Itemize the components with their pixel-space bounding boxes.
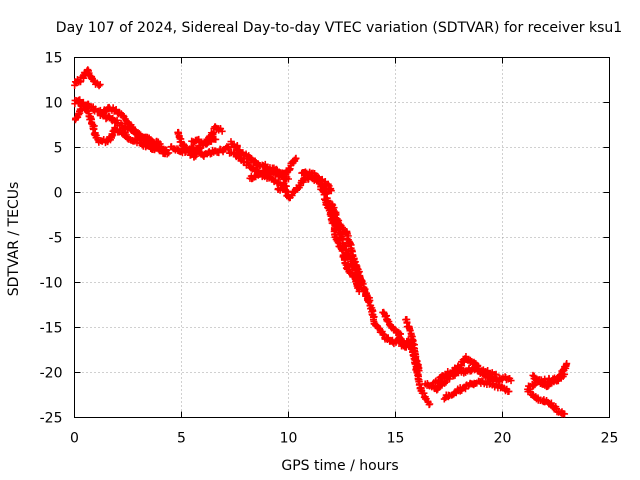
x-tick-labels: 0 5 10 15 20 25 [70,431,618,447]
data-point [529,371,537,379]
x-tick-label: 5 [177,431,186,447]
data-point [320,195,328,203]
chart-title: Day 107 of 2024, Sidereal Day-to-day VTE… [56,20,622,36]
x-tick-label: 25 [601,431,619,447]
x-axis-label: GPS time / hours [281,458,398,474]
y-tick-label: -15 [40,321,63,337]
data-point [338,247,346,255]
data-point [156,140,164,148]
y-tick-label: -25 [40,411,63,427]
data-point [233,143,241,151]
y-tick-label: 15 [45,51,63,67]
data-point [440,395,448,403]
data-point [335,217,343,225]
y-tick-label: 0 [54,186,63,202]
data-point [415,367,423,375]
data-point [563,360,571,367]
data-point [282,186,290,194]
x-tick-label: 0 [70,431,79,447]
x-tick-label: 10 [280,431,298,447]
data-point [561,370,569,378]
data-point [324,181,332,189]
x-tick-label: 20 [494,431,512,447]
y-tick-labels: 15 10 5 0 -5 -10 -15 -20 -25 [40,51,63,427]
data-point [426,400,434,408]
data-point [507,377,515,385]
data-point [285,175,292,183]
data-point [95,82,103,90]
data-point [329,219,337,227]
data-point [96,81,104,88]
data-point [409,340,417,348]
y-tick-label: -10 [40,276,63,292]
y-tick-label: -5 [49,231,63,247]
data-point [163,150,171,158]
axis-ticks [74,57,610,418]
data-points [71,66,571,418]
data-point [505,387,513,395]
y-tick-label: 5 [54,141,63,157]
data-point [332,210,340,218]
data-point [212,135,220,143]
y-axis-label: SDTVAR / TECUs [6,182,22,297]
data-point [327,187,335,195]
data-point [358,279,366,287]
data-point [322,190,330,198]
y-tick-label: -20 [40,366,63,382]
y-tick-label: 10 [45,96,63,112]
data-point [292,154,300,162]
data-point [561,410,569,418]
x-tick-label: 15 [387,431,405,447]
data-point [362,291,370,299]
data-point [165,149,173,157]
grid [74,57,610,418]
data-point [492,370,500,378]
data-point [218,127,226,135]
